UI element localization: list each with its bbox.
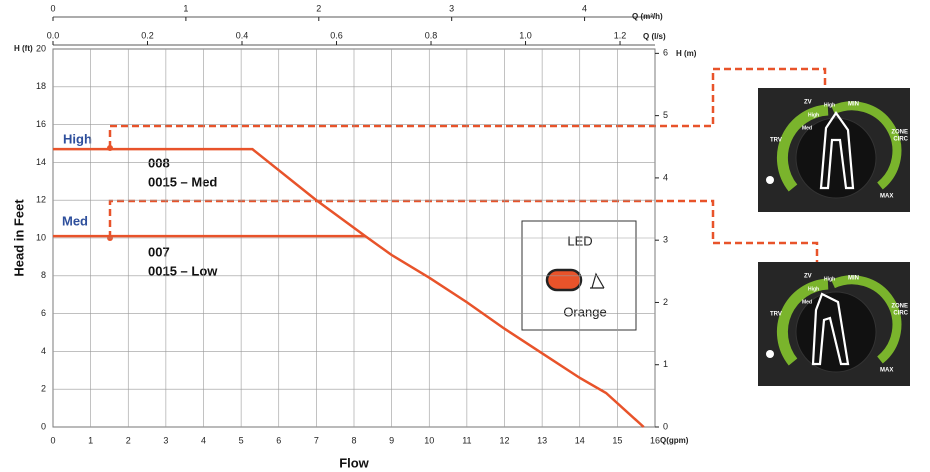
y-axis-label: Head in Feet xyxy=(11,199,26,277)
y-unit: H (ft) xyxy=(14,44,33,53)
x2-unit: Q (m³/h) xyxy=(632,12,663,21)
x-tick-label: 3 xyxy=(163,435,168,445)
x-tick-label: 16 xyxy=(650,435,660,445)
dial-label: ZV xyxy=(804,100,812,106)
dial-label: High xyxy=(824,102,835,108)
dial-knob xyxy=(795,117,877,199)
x-tick-label: 2 xyxy=(126,435,131,445)
dial-label: High xyxy=(808,112,819,118)
x-tick-label: 5 xyxy=(239,435,244,445)
x-tick-label: 14 xyxy=(575,435,585,445)
y2-tick-label: 2 xyxy=(663,297,668,307)
dial-label: High xyxy=(808,286,819,292)
x3-tick-label: 0.0 xyxy=(47,30,60,40)
annotation: 0015 – Low xyxy=(148,263,218,278)
y2-tick-label: 6 xyxy=(663,48,668,58)
dial-label: MAX xyxy=(880,368,893,374)
annotation: 0015 – Med xyxy=(148,174,217,189)
x3-tick-label: 0.8 xyxy=(425,30,438,40)
y-tick-label: 0 xyxy=(41,421,46,431)
dial-arc xyxy=(831,275,902,364)
x-axis-label: Flow xyxy=(339,455,369,470)
icon xyxy=(766,176,774,184)
x3-tick-label: 1.2 xyxy=(614,30,627,40)
dial-label: TRV xyxy=(770,138,782,144)
dial-label: ZONE xyxy=(891,130,908,136)
dial-pointer xyxy=(819,111,855,190)
y-tick-label: 14 xyxy=(36,157,46,167)
led-color: Orange xyxy=(563,304,606,319)
icon xyxy=(766,350,774,358)
dial-label: ZV xyxy=(804,274,812,280)
x-tick-label: 8 xyxy=(351,435,356,445)
y2-unit: H (m) xyxy=(676,49,697,58)
y-tick-label: 18 xyxy=(36,81,46,91)
x3-tick-label: 0.6 xyxy=(330,30,343,40)
dial-label: CIRC xyxy=(893,137,908,143)
x3-tick-label: 0.2 xyxy=(141,30,154,40)
y-tick-label: 6 xyxy=(41,308,46,318)
x2-tick-label: 0 xyxy=(50,3,55,13)
y-tick-label: 16 xyxy=(36,119,46,129)
x-tick-label: 9 xyxy=(389,435,394,445)
curve xyxy=(53,147,645,428)
x-tick-label: 12 xyxy=(499,435,509,445)
y2-tick-label: 5 xyxy=(663,110,668,120)
y2-tick-label: 1 xyxy=(663,359,668,369)
x2-tick-label: 2 xyxy=(316,3,321,13)
dial-label: Med xyxy=(802,299,812,305)
x-tick-label: 11 xyxy=(462,435,471,445)
dial-label: High xyxy=(824,276,835,282)
dial-label: MIN xyxy=(848,276,859,282)
x-tick-label: 1 xyxy=(88,435,93,445)
y2-tick-label: 3 xyxy=(663,235,668,245)
dial-pointer xyxy=(811,292,850,366)
x-tick-label: 6 xyxy=(276,435,281,445)
y-tick-label: 12 xyxy=(36,195,46,205)
x-tick-label: 10 xyxy=(424,435,434,445)
y-tick-label: 4 xyxy=(41,346,46,356)
y-tick-label: 10 xyxy=(36,232,46,242)
dial-label: CIRC xyxy=(893,311,908,317)
y2-tick-label: 4 xyxy=(663,172,668,182)
x-unit: Q(gpm) xyxy=(660,436,689,445)
dial-label: Med xyxy=(802,125,812,131)
x-tick-label: 15 xyxy=(612,435,622,445)
annotation: Med xyxy=(62,213,88,228)
annotation: 008 xyxy=(148,155,170,170)
annotation: High xyxy=(63,131,92,146)
led-icon xyxy=(545,268,583,292)
x2-tick-label: 4 xyxy=(582,3,587,13)
dial-arc xyxy=(776,278,829,366)
x-tick-label: 4 xyxy=(201,435,206,445)
x-tick-label: 0 xyxy=(50,435,55,445)
x2-tick-label: 1 xyxy=(183,3,188,13)
x3-unit: Q (l/s) xyxy=(643,32,666,41)
dial-label: MAX xyxy=(880,194,893,200)
x-tick-label: 13 xyxy=(537,435,547,445)
annotation: 007 xyxy=(148,244,170,259)
y-tick-label: 8 xyxy=(41,270,46,280)
dial-label: ZONE xyxy=(891,304,908,310)
icon xyxy=(590,272,605,289)
dial-label: TRV xyxy=(770,312,782,318)
dial-arc xyxy=(776,104,829,192)
x3-tick-label: 0.4 xyxy=(236,30,249,40)
y-tick-label: 20 xyxy=(36,43,46,53)
x2-tick-label: 3 xyxy=(449,3,454,13)
x3-tick-label: 1.0 xyxy=(519,30,532,40)
dial-arc xyxy=(831,101,902,190)
x-tick-label: 7 xyxy=(314,435,319,445)
dial-label: MIN xyxy=(848,102,859,108)
y-tick-label: 2 xyxy=(41,384,46,394)
dashed-connectors xyxy=(108,67,827,285)
y2-tick-label: 0 xyxy=(663,421,668,431)
